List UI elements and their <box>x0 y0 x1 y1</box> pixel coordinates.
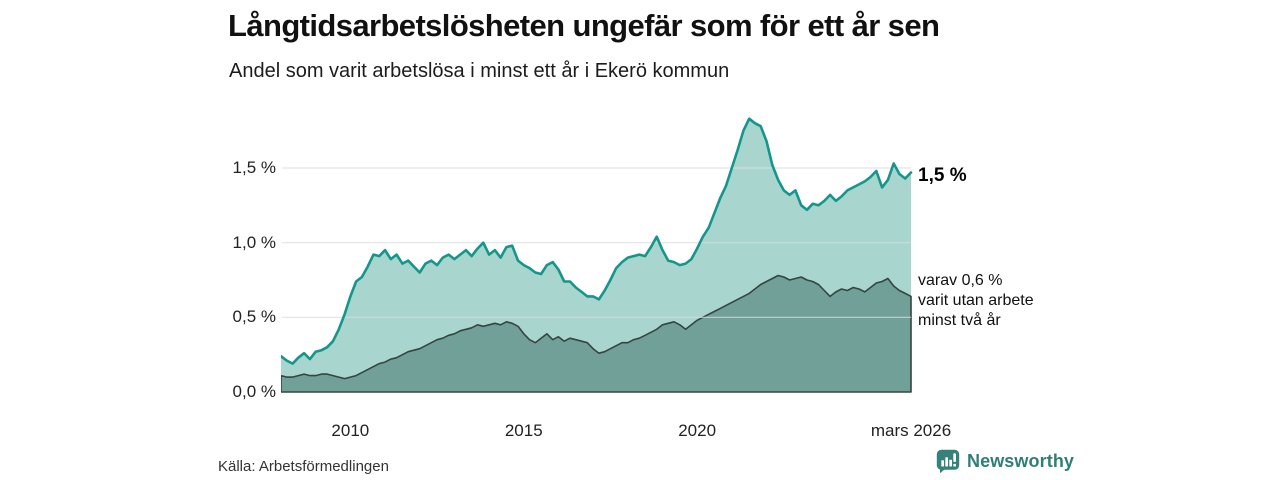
series-two-year-area <box>281 274 912 393</box>
page-title: Långtidsarbetslösheten ungefär som för e… <box>228 8 940 43</box>
newsworthy-wordmark: Newsworthy <box>967 450 1075 471</box>
page-subtitle: Andel som varit arbetslösa i minst ett å… <box>229 60 730 82</box>
area-chart <box>281 117 913 393</box>
series-one-year-line <box>281 117 913 365</box>
source-note: Källa: Arbetsförmedlingen <box>218 458 389 475</box>
y-tick-label: 1,5 % <box>232 158 276 177</box>
two-year-annotation: varav 0,6 % varit utan arbete minst två … <box>918 271 1034 331</box>
y-tick-label: 0,5 % <box>232 307 276 327</box>
newsworthy-logo: Newsworthy <box>936 448 1074 474</box>
two-year-annotation-line: minst två år <box>918 312 1001 329</box>
newsworthy-icon <box>936 449 960 473</box>
y-tick-label: 0,0 % <box>232 382 276 401</box>
x-tick-label: 2010 <box>331 421 370 440</box>
two-year-annotation-line: varit utan arbete <box>918 292 1034 309</box>
two-year-annotation-line: varav 0,6 % <box>918 272 1003 289</box>
x-tick-label: 2020 <box>678 421 717 440</box>
x-tick-label: mars 2026 <box>870 421 952 440</box>
latest-value-label: 1,5 % <box>918 165 967 186</box>
x-tick-label: 2015 <box>504 421 543 440</box>
y-tick-label: 1,0 % <box>232 232 276 252</box>
